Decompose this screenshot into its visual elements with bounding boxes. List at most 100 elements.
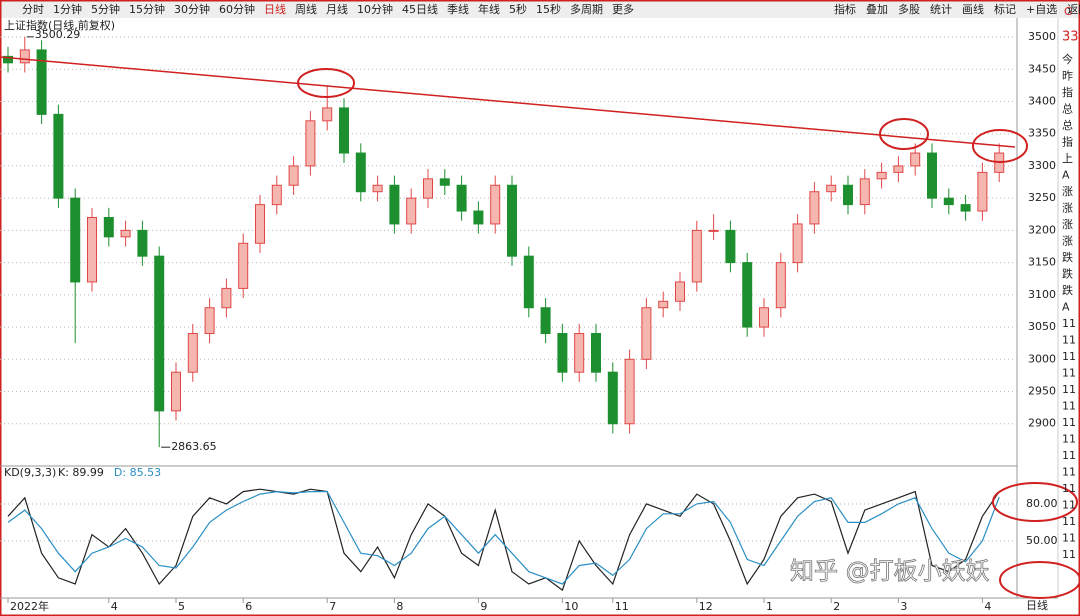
candle-body bbox=[339, 107, 349, 154]
candle-body bbox=[154, 255, 165, 412]
toolbar-button[interactable]: 分时 bbox=[22, 3, 44, 16]
candle-body bbox=[204, 307, 215, 335]
toolbar-button[interactable]: +自选 bbox=[1026, 3, 1057, 16]
candle-body bbox=[271, 184, 282, 206]
side-row: 涨 bbox=[1062, 235, 1073, 248]
x-tick-label: 3 bbox=[900, 600, 907, 613]
candle-body bbox=[691, 229, 702, 283]
toolbar-button[interactable]: 更多 bbox=[612, 2, 634, 16]
toolbar-button[interactable]: 15秒 bbox=[536, 2, 561, 16]
x-tick-label: 1 bbox=[766, 600, 773, 613]
y-tick-label: 3000 bbox=[1028, 352, 1056, 365]
candle-body bbox=[322, 107, 333, 122]
toolbar-button[interactable]: 多周期 bbox=[570, 2, 603, 16]
candle-body bbox=[641, 307, 652, 360]
toolbar-button[interactable]: 周线 bbox=[295, 2, 317, 16]
side-row: 11 bbox=[1062, 548, 1076, 561]
candle-body bbox=[708, 229, 719, 232]
side-row: 昨 bbox=[1062, 70, 1073, 83]
candle-body bbox=[675, 281, 685, 302]
toolbar-button[interactable]: 15分钟 bbox=[129, 2, 165, 16]
side-row: 11 bbox=[1062, 317, 1076, 330]
candle-body bbox=[70, 197, 81, 283]
candle-body bbox=[171, 371, 181, 412]
candle-body bbox=[456, 184, 467, 212]
legend-entry: K: 89.99 bbox=[58, 466, 104, 479]
candle-body bbox=[658, 300, 669, 309]
candle-body bbox=[103, 216, 114, 238]
toolbar-button[interactable]: 统计 bbox=[930, 3, 952, 16]
chart-title: 上证指数(日线,前复权) bbox=[4, 18, 115, 32]
toolbar-button[interactable]: 60分钟 bbox=[219, 2, 255, 16]
toolbar-button[interactable]: 1分钟 bbox=[53, 2, 82, 16]
candle-body bbox=[523, 255, 534, 309]
candle-body bbox=[775, 262, 786, 309]
toolbar-button[interactable]: 多股 bbox=[898, 2, 920, 16]
y-tick-label: 3250 bbox=[1028, 191, 1056, 204]
side-row: 跌 bbox=[1062, 283, 1073, 297]
y-tick-label: 3200 bbox=[1028, 223, 1056, 236]
kd-title: KD(9,3,3) bbox=[4, 466, 56, 479]
side-row: 上 bbox=[1062, 152, 1073, 165]
toolbar-button[interactable]: 返回 bbox=[1067, 3, 1080, 16]
side-row: 11 bbox=[1062, 515, 1076, 528]
side-row: 跌 bbox=[1062, 267, 1073, 281]
y-tick-label: 3150 bbox=[1028, 256, 1056, 269]
toolbar-button[interactable]: 30分钟 bbox=[174, 2, 210, 16]
toolbar-button[interactable]: 45日线 bbox=[402, 2, 438, 16]
side-row: 11 bbox=[1062, 367, 1076, 380]
toolbar-button[interactable]: 月线 bbox=[326, 2, 348, 16]
toolbar-button[interactable]: 年线 bbox=[478, 2, 500, 16]
candle-body bbox=[439, 178, 450, 186]
x-tick-label: 12 bbox=[699, 600, 713, 613]
candle-body bbox=[742, 262, 753, 328]
side-row: 指 bbox=[1062, 135, 1073, 149]
candle-body bbox=[3, 55, 13, 64]
candle-body bbox=[960, 204, 971, 212]
watermark: 知乎 @打板小妖妖 bbox=[790, 557, 990, 585]
candle-body bbox=[927, 152, 937, 199]
x-tick-label: 2022年 bbox=[10, 599, 49, 613]
side-row: 11 bbox=[1062, 383, 1076, 396]
side-row: 总 bbox=[1062, 118, 1073, 132]
x-tick-label: 2 bbox=[833, 600, 840, 613]
highlight-circle bbox=[879, 118, 929, 150]
y-tick-label: 2950 bbox=[1028, 385, 1056, 398]
side-row: 跌 bbox=[1062, 250, 1073, 264]
toolbar-button[interactable]: 指标 bbox=[834, 2, 856, 16]
candle-body bbox=[87, 216, 97, 283]
side-row: A bbox=[1062, 301, 1070, 314]
y-tick-label: 3400 bbox=[1028, 94, 1056, 107]
x-tick-label: 11 bbox=[615, 600, 629, 613]
toolbar-button[interactable]: 5分钟 bbox=[91, 2, 120, 16]
candle-body bbox=[843, 184, 853, 206]
toolbar-button[interactable]: 标记 bbox=[994, 2, 1016, 16]
period-button[interactable]: 日线 bbox=[1026, 598, 1048, 612]
toolbar-button[interactable]: 季线 bbox=[447, 2, 469, 16]
toolbar-button[interactable]: 日线 bbox=[264, 2, 286, 16]
x-tick-label: 9 bbox=[480, 600, 487, 613]
x-tick-label: 10 bbox=[564, 600, 578, 613]
toolbar-button[interactable]: 10分钟 bbox=[357, 2, 393, 16]
candle-body bbox=[507, 184, 517, 257]
toolbar-button[interactable]: 画线 bbox=[962, 2, 984, 16]
trend-line bbox=[0, 56, 1016, 148]
y-tick-label: 3300 bbox=[1028, 159, 1056, 172]
candle-body bbox=[53, 113, 64, 199]
candle-body bbox=[36, 49, 47, 115]
toolbar bbox=[0, 0, 1080, 18]
candle-body bbox=[943, 197, 954, 206]
candle-body bbox=[591, 333, 601, 373]
side-row: 11 bbox=[1062, 400, 1076, 413]
side-row: 涨 bbox=[1062, 218, 1073, 231]
candle-body bbox=[859, 178, 870, 206]
x-tick-label: 6 bbox=[245, 600, 252, 613]
side-row: 今 bbox=[1062, 52, 1073, 66]
candle-body bbox=[255, 204, 265, 244]
toolbar-button[interactable]: 叠加 bbox=[866, 3, 888, 16]
kd-line bbox=[7, 490, 1000, 585]
candle-body bbox=[372, 184, 383, 193]
candle-body bbox=[792, 223, 803, 264]
toolbar-button[interactable]: 5秒 bbox=[509, 2, 527, 16]
